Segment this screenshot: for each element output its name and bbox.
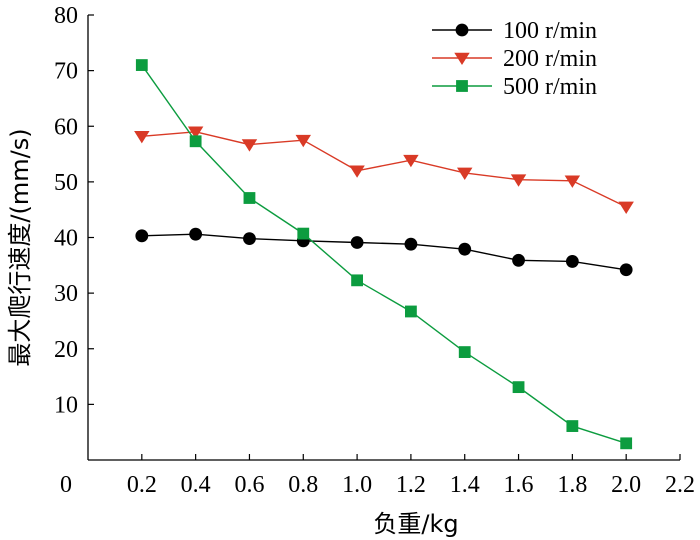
data-point bbox=[512, 253, 525, 267]
y-tick-label: 80 bbox=[54, 3, 78, 29]
y-axis-title: 最大爬行速度/(mm/s) bbox=[6, 128, 34, 366]
data-point bbox=[564, 175, 581, 188]
data-point bbox=[135, 59, 148, 71]
legend-marker bbox=[456, 80, 468, 92]
series-layer bbox=[134, 59, 634, 450]
data-point bbox=[187, 126, 204, 139]
data-point bbox=[510, 174, 527, 187]
series-line bbox=[141, 131, 627, 208]
x-tick-label: 1.2 bbox=[396, 472, 426, 498]
axes: 0 0.2 0.4 0.6 0.8 1.0 1.2 1.4 1.6 1.8 2.0 2.2 10 20 30… bbox=[54, 3, 695, 498]
data-point bbox=[243, 232, 256, 246]
data-point bbox=[512, 381, 525, 394]
legend-label: 100 r/min bbox=[503, 18, 597, 44]
x-tick-label: 0 bbox=[60, 472, 72, 498]
series-2 bbox=[135, 59, 633, 450]
data-point bbox=[134, 130, 150, 144]
x-tick-label: 0.6 bbox=[234, 472, 264, 498]
x-tick-label: 1.4 bbox=[450, 472, 480, 498]
data-point bbox=[458, 346, 471, 358]
x-tick-label: 2.2 bbox=[665, 472, 695, 498]
legend-label: 200 r/min bbox=[503, 46, 597, 72]
data-point bbox=[620, 437, 633, 450]
data-point bbox=[404, 237, 418, 251]
y-tick-label: 60 bbox=[54, 114, 78, 140]
y-tick-label: 50 bbox=[54, 170, 78, 196]
data-point bbox=[241, 139, 258, 152]
legend-item: 200 r/min bbox=[432, 46, 597, 72]
x-tick-label: 0.2 bbox=[127, 472, 157, 498]
y-tick-label: 40 bbox=[54, 226, 78, 252]
x-tick-label: 1.0 bbox=[342, 472, 372, 498]
series-line bbox=[141, 233, 627, 271]
data-point bbox=[350, 236, 364, 249]
legend-marker bbox=[454, 52, 470, 66]
x-tick-label: 1.8 bbox=[557, 472, 587, 498]
y-tick-label: 10 bbox=[54, 392, 78, 418]
data-point bbox=[457, 167, 473, 181]
legend-marker bbox=[455, 23, 469, 37]
data-point bbox=[351, 274, 363, 287]
data-point bbox=[189, 227, 203, 241]
x-tick-label: 2.0 bbox=[611, 472, 641, 498]
y-tick-label: 30 bbox=[54, 281, 78, 307]
y-tick-label: 20 bbox=[54, 337, 78, 363]
data-point bbox=[565, 255, 579, 268]
data-point bbox=[135, 229, 149, 243]
data-point bbox=[405, 305, 417, 318]
data-point bbox=[295, 134, 311, 148]
series-0 bbox=[135, 227, 633, 277]
data-point bbox=[458, 242, 472, 256]
data-point bbox=[618, 201, 634, 214]
x-tick-label: 0.8 bbox=[288, 472, 318, 498]
data-point bbox=[403, 154, 419, 168]
legend-label: 500 r/min bbox=[503, 74, 597, 100]
x-tick-label: 1.6 bbox=[504, 472, 534, 498]
y-tick-label: 70 bbox=[54, 59, 78, 85]
data-point bbox=[189, 135, 202, 148]
legend-item: 100 r/min bbox=[432, 18, 597, 44]
data-point bbox=[243, 192, 256, 204]
data-point bbox=[297, 227, 310, 240]
data-point bbox=[566, 420, 579, 432]
x-axis-title: 负重/kg bbox=[373, 510, 458, 538]
series-line bbox=[141, 64, 627, 444]
legend-item: 500 r/min bbox=[432, 74, 597, 100]
x-tick-label: 0.4 bbox=[181, 472, 211, 498]
data-point bbox=[619, 263, 633, 277]
data-point bbox=[349, 165, 365, 178]
series-1 bbox=[134, 126, 634, 214]
